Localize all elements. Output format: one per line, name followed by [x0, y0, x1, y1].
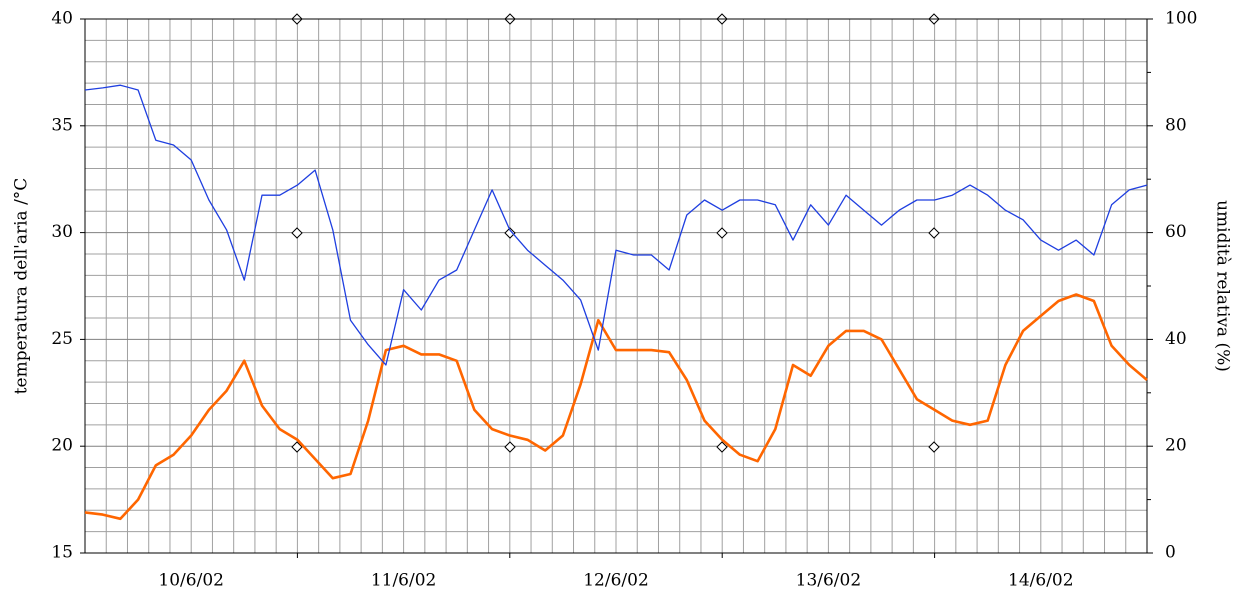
- y2-axis-label: umidità relativa (%): [1213, 200, 1233, 372]
- grid: [84, 18, 1147, 554]
- y2-tick-label: 100: [1165, 9, 1197, 29]
- x-tick-label: 12/6/02: [583, 571, 649, 591]
- y-tick-label: 25: [51, 329, 73, 349]
- plot-frame: [84, 18, 1148, 554]
- y2-tick-label: 20: [1165, 436, 1187, 456]
- y-tick-label: 35: [51, 115, 73, 135]
- y2-tick-label: 40: [1165, 329, 1187, 349]
- y2-tick-label: 0: [1165, 543, 1176, 563]
- y-tick-label: 40: [51, 9, 73, 29]
- x-tick-label: 13/6/02: [796, 571, 862, 591]
- x-tick-label: 11/6/02: [371, 571, 437, 591]
- y-tick-label: 20: [51, 436, 73, 456]
- y-tick-label: 15: [51, 543, 73, 563]
- y2-tick-label: 60: [1165, 222, 1187, 242]
- x-tick-label: 14/6/02: [1008, 571, 1074, 591]
- data-line: [84, 293, 1148, 521]
- y-tick-label: 30: [51, 222, 73, 242]
- x-tick-label: 10/6/02: [158, 571, 224, 591]
- data-line: [84, 84, 1148, 366]
- y-axis-label: temperatura dell'aria /°C: [12, 178, 32, 395]
- y2-tick-label: 80: [1165, 115, 1187, 135]
